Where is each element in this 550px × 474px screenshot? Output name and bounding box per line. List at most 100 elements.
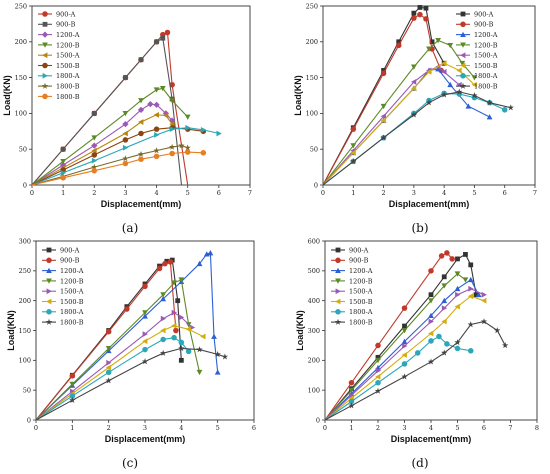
data-point bbox=[156, 265, 163, 272]
legend-label: 1500-B bbox=[474, 62, 498, 70]
legend-label: 1200-A bbox=[349, 267, 373, 275]
data-point bbox=[60, 169, 67, 176]
data-point bbox=[454, 271, 461, 277]
data-point bbox=[169, 150, 175, 157]
series-line bbox=[322, 92, 505, 186]
data-point bbox=[141, 358, 149, 365]
legend-label: 1800-B bbox=[56, 83, 80, 91]
legend-marker bbox=[459, 82, 467, 89]
series bbox=[31, 111, 175, 186]
legend-entry: 1800-B bbox=[38, 93, 80, 101]
data-point bbox=[167, 259, 174, 265]
legend-entry: 1500-A bbox=[38, 52, 80, 60]
data-point bbox=[380, 134, 387, 141]
y-tick-label: 100 bbox=[306, 110, 318, 118]
data-point bbox=[200, 126, 207, 133]
data-point bbox=[375, 379, 381, 386]
data-point bbox=[401, 328, 408, 334]
data-point bbox=[441, 318, 447, 325]
data-point bbox=[456, 67, 462, 74]
data-point bbox=[142, 331, 148, 337]
data-point bbox=[348, 379, 355, 386]
data-point bbox=[160, 292, 167, 298]
series bbox=[35, 259, 179, 421]
y-tick-label: 500 bbox=[308, 267, 320, 275]
legend-label: 1800-B bbox=[474, 83, 498, 91]
series-line bbox=[322, 91, 511, 186]
y-axis-label: Load(KN) bbox=[295, 310, 305, 351]
data-point bbox=[142, 313, 148, 319]
legend-label: 1500-A bbox=[56, 52, 80, 60]
data-point bbox=[122, 111, 129, 117]
legend-marker bbox=[42, 52, 48, 59]
data-point bbox=[501, 107, 508, 113]
legend-marker bbox=[46, 309, 52, 315]
x-tick-label: 6 bbox=[252, 424, 256, 432]
data-point bbox=[380, 70, 387, 77]
data-point bbox=[60, 175, 66, 181]
data-point bbox=[401, 373, 408, 380]
legend-marker bbox=[46, 247, 52, 253]
legend-label: 1800-B bbox=[56, 93, 80, 101]
data-point bbox=[122, 137, 129, 143]
x-tick-label: 3 bbox=[143, 424, 147, 432]
series-line bbox=[35, 325, 204, 421]
series bbox=[35, 322, 206, 421]
chart-panel: 0 1 2 3 4 5 6 7 0 50 100 150 200 250 Displacement(mm) L… bbox=[293, 2, 537, 235]
data-point bbox=[410, 111, 418, 118]
data-point bbox=[138, 98, 144, 104]
series bbox=[31, 149, 207, 186]
data-point bbox=[468, 262, 474, 268]
data-point bbox=[142, 283, 148, 290]
series bbox=[324, 285, 487, 421]
y-tick-label: 150 bbox=[15, 74, 27, 82]
y-axis-label: Load(KN) bbox=[6, 310, 16, 351]
data-point bbox=[105, 377, 112, 384]
data-point bbox=[467, 348, 474, 354]
legend-marker bbox=[46, 278, 52, 284]
data-point bbox=[184, 144, 191, 151]
x-tick-label: 1 bbox=[61, 189, 65, 197]
data-point bbox=[441, 68, 447, 75]
legend-entry: 900-A bbox=[331, 246, 369, 254]
data-point bbox=[171, 334, 177, 341]
data-point bbox=[441, 297, 448, 304]
data-point bbox=[106, 359, 112, 366]
data-point bbox=[375, 367, 381, 374]
chart-panel: 0 1 2 3 4 5 6 7 0 50 100 150 200 250 Displacement(mm) L… bbox=[2, 2, 252, 235]
data-point bbox=[105, 369, 112, 376]
data-point bbox=[69, 373, 76, 379]
data-point bbox=[185, 124, 191, 131]
y-axis-label: Load(KN) bbox=[293, 75, 303, 116]
legend-marker bbox=[42, 11, 48, 17]
legend-entry: 1500-A bbox=[331, 288, 373, 296]
series bbox=[322, 63, 462, 186]
data-point bbox=[138, 156, 144, 162]
data-point bbox=[91, 142, 98, 149]
y-axis-label: Load(KN) bbox=[2, 75, 12, 116]
data-point bbox=[169, 98, 176, 104]
legend: 900-A 900-B 1200-A 1200-B 1500-A 1500-B 1800-A… bbox=[456, 10, 498, 91]
data-point bbox=[350, 149, 356, 156]
series-line bbox=[322, 66, 460, 186]
data-point bbox=[159, 349, 167, 356]
legend-entry: 1500-B bbox=[38, 62, 80, 70]
series bbox=[324, 271, 469, 421]
data-point bbox=[348, 398, 355, 405]
data-point bbox=[123, 144, 129, 151]
data-point bbox=[441, 305, 448, 312]
data-point bbox=[502, 342, 509, 349]
y-tick-label: 150 bbox=[19, 327, 31, 335]
data-point bbox=[463, 252, 468, 257]
data-point bbox=[60, 146, 66, 152]
data-point bbox=[350, 158, 357, 165]
legend-entry: 1800-B bbox=[331, 319, 373, 327]
series bbox=[31, 100, 176, 186]
series bbox=[35, 250, 221, 421]
data-point bbox=[481, 291, 487, 298]
series-line bbox=[35, 261, 177, 421]
data-point bbox=[171, 322, 177, 329]
legend-entry: 1800-B bbox=[456, 83, 498, 91]
data-point bbox=[427, 358, 435, 365]
data-point bbox=[171, 280, 177, 286]
